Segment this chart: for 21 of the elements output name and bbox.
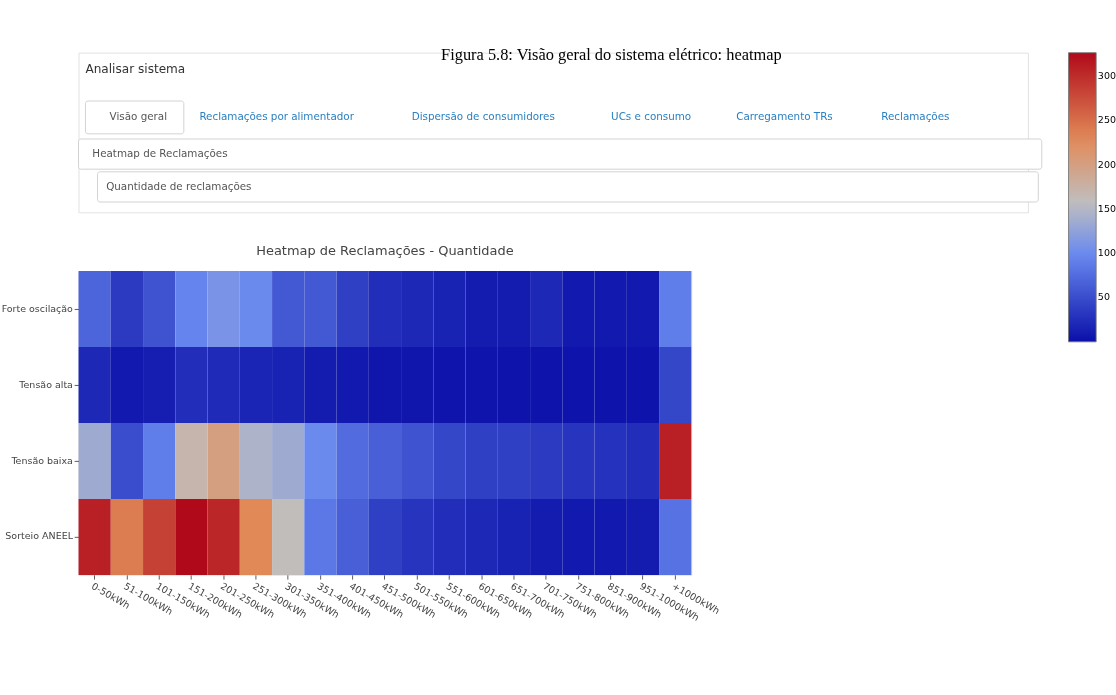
color-bar-label: 150 <box>1097 202 1116 214</box>
text: Dispersão de consumidores <box>411 110 555 123</box>
color-bar-label: 300 <box>1097 70 1116 82</box>
text: Reclamações <box>881 110 950 123</box>
text: Visão geral <box>109 110 168 123</box>
y-tick-label: Sorteio ANEEL <box>5 530 74 542</box>
color-bar-label: 200 <box>1097 158 1116 170</box>
color-bar-label: 50 <box>1097 291 1110 303</box>
text: UCs e consumo <box>611 110 692 123</box>
color-bar-label: 100 <box>1097 247 1116 258</box>
text: Quantidade de reclamações <box>106 179 252 192</box>
y-tick-label: Tensão baixa <box>10 454 73 466</box>
text: Heatmap de Reclamações <box>92 147 228 160</box>
text: Carregamento TRs <box>736 110 833 123</box>
color-bar-label: 250 <box>1097 114 1116 126</box>
text: Analisar sistema <box>85 62 186 77</box>
text: Figura 5.8: Visão geral do sistema elétrico: heatmap <box>441 44 782 64</box>
chart-title: Heatmap de Reclamações - Quantidade <box>256 242 514 258</box>
y-tick-label: Forte oscilação <box>1 302 74 314</box>
text: Reclamações por alimentador <box>199 110 355 123</box>
y-tick-label: Tensão alta <box>18 378 73 390</box>
